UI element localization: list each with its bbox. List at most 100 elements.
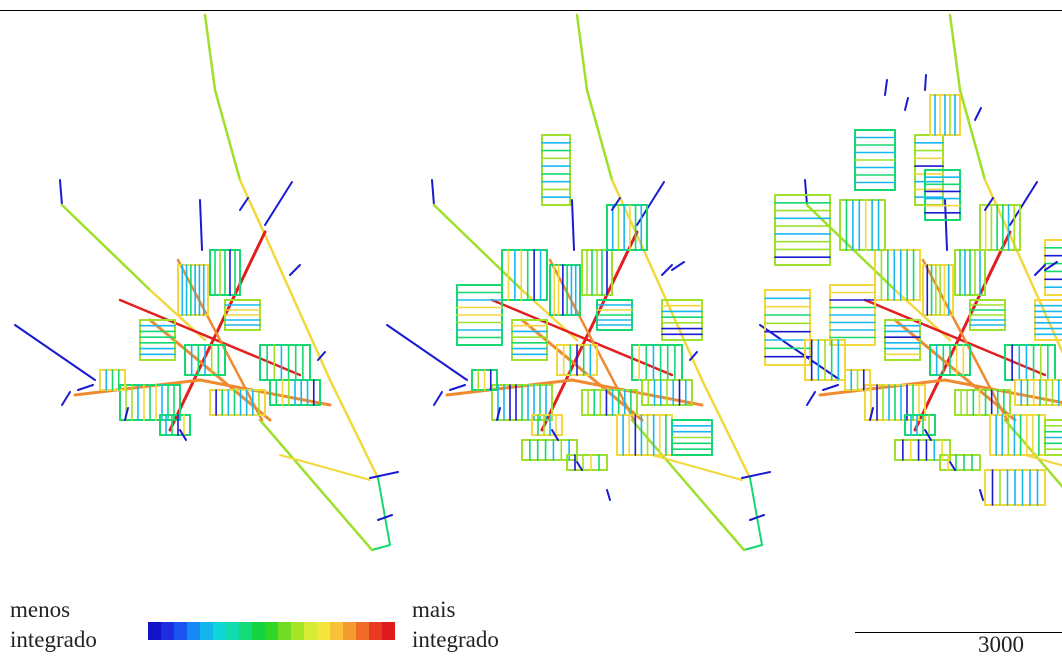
map-panel-1 — [14, 13, 399, 552]
axial-line — [749, 514, 765, 521]
top-rule — [0, 10, 1062, 11]
axial-line — [263, 233, 332, 382]
axial-line — [77, 384, 94, 391]
axial-line — [884, 79, 888, 96]
legend-swatch — [148, 622, 161, 640]
axial-line — [689, 351, 698, 361]
axial-line — [258, 418, 374, 552]
axial-line — [124, 407, 129, 421]
legend-swatch — [343, 622, 356, 640]
axial-line — [264, 181, 293, 226]
legend-swatch — [304, 622, 317, 640]
legend-swatch — [174, 622, 187, 640]
axial-line — [328, 378, 380, 480]
axial-line — [671, 261, 685, 271]
legend-swatch — [265, 622, 278, 640]
axial-line — [974, 107, 982, 121]
axial-line — [822, 384, 839, 391]
axial-line — [924, 74, 927, 91]
axial-line — [1044, 261, 1058, 271]
axial-line — [661, 264, 673, 276]
axial-line — [979, 489, 984, 501]
axial-line — [806, 391, 816, 406]
axial-line — [804, 179, 808, 206]
map-panel-3 — [759, 13, 1062, 506]
legend-swatch — [356, 622, 369, 640]
axial-line — [611, 197, 621, 211]
axial-line — [279, 454, 371, 481]
legend-less-label-line1: menos — [10, 597, 71, 622]
axial-line — [540, 230, 639, 432]
axial-line — [432, 203, 524, 292]
axial-line — [59, 179, 63, 206]
axial-line — [863, 298, 1047, 377]
scale-bar — [855, 632, 1062, 633]
axial-line — [904, 97, 909, 111]
axial-line — [14, 324, 96, 381]
axial-line — [576, 461, 583, 471]
legend-swatch — [382, 622, 395, 640]
legend-swatch — [291, 622, 304, 640]
axial-line — [449, 384, 466, 391]
axial-line — [490, 298, 674, 377]
legend-swatch — [278, 622, 291, 640]
axial-line — [958, 88, 987, 182]
axial-line — [1008, 233, 1062, 355]
legend-swatch — [187, 622, 200, 640]
axial-line — [377, 477, 391, 546]
axial-line — [60, 203, 152, 292]
axial-line — [921, 258, 1009, 422]
legend-swatch — [239, 622, 252, 640]
axial-line — [1003, 418, 1062, 489]
axial-line — [630, 418, 746, 552]
axial-line — [743, 544, 763, 551]
axial-line — [433, 391, 443, 406]
legend-swatch — [161, 622, 174, 640]
axial-line — [176, 258, 264, 422]
axial-line — [575, 13, 589, 92]
axial-line — [1024, 454, 1062, 467]
axial-line — [289, 264, 301, 276]
legend-swatch — [213, 622, 226, 640]
axial-line — [168, 230, 267, 432]
legend-swatch — [330, 622, 343, 640]
axial-line — [924, 429, 932, 441]
axial-line — [759, 324, 841, 381]
legend-more-label-line2: integrado — [412, 627, 499, 652]
axial-line — [431, 179, 435, 206]
axial-line — [551, 429, 559, 441]
axial-line — [1034, 264, 1046, 276]
legend-swatch — [317, 622, 330, 640]
axial-line — [949, 461, 956, 471]
axial-line — [948, 13, 962, 92]
axial-line — [944, 199, 948, 251]
axial-line — [635, 233, 704, 382]
axial-line — [377, 514, 393, 521]
axial-line — [203, 13, 217, 92]
legend-more-label-line1: mais — [412, 597, 456, 622]
legend-swatch — [252, 622, 265, 640]
axial-line — [199, 199, 203, 251]
axial-line — [386, 324, 468, 381]
axial-line — [118, 298, 302, 377]
axial-line — [369, 471, 399, 479]
axial-line — [749, 477, 763, 546]
legend-color-bar — [148, 622, 395, 640]
legend-swatch — [369, 622, 382, 640]
axial-line — [700, 378, 752, 480]
axial-line — [496, 407, 501, 421]
axial-line — [913, 230, 1012, 432]
axial-line — [213, 88, 242, 182]
axial-line — [239, 197, 249, 211]
axial-line — [805, 203, 897, 292]
axial-line — [317, 351, 326, 361]
legend-swatch — [226, 622, 239, 640]
axial-line — [869, 407, 874, 421]
scale-label: 3000 — [978, 632, 1024, 657]
map-panel-2 — [386, 13, 771, 552]
axial-line — [651, 454, 743, 481]
axial-line — [606, 489, 611, 501]
axial-line — [238, 178, 267, 237]
axial-line — [371, 544, 391, 551]
axial-line — [548, 258, 636, 422]
